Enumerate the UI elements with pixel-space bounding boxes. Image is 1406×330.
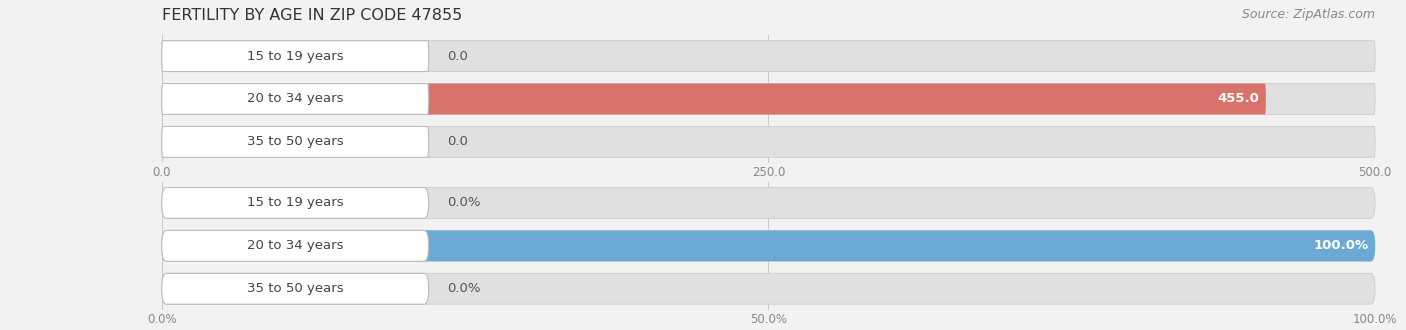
Text: 0.0%: 0.0% [447,196,481,210]
Text: 0.0: 0.0 [447,50,468,63]
Text: 35 to 50 years: 35 to 50 years [247,135,343,148]
FancyBboxPatch shape [162,126,429,157]
Text: 15 to 19 years: 15 to 19 years [247,196,343,210]
FancyBboxPatch shape [162,230,1375,261]
Text: 0.0%: 0.0% [447,282,481,295]
FancyBboxPatch shape [162,41,1375,72]
FancyBboxPatch shape [162,83,429,115]
FancyBboxPatch shape [162,187,429,218]
Text: 20 to 34 years: 20 to 34 years [247,239,343,252]
Text: 0.0: 0.0 [447,135,468,148]
Text: 100.0%: 100.0% [1313,239,1369,252]
FancyBboxPatch shape [162,230,1375,261]
Text: 35 to 50 years: 35 to 50 years [247,282,343,295]
FancyBboxPatch shape [162,126,1375,157]
FancyBboxPatch shape [162,187,1375,218]
FancyBboxPatch shape [162,230,429,261]
FancyBboxPatch shape [162,273,429,304]
Text: Source: ZipAtlas.com: Source: ZipAtlas.com [1241,8,1375,21]
Text: 15 to 19 years: 15 to 19 years [247,50,343,63]
FancyBboxPatch shape [162,273,1375,304]
Text: 455.0: 455.0 [1218,92,1260,106]
FancyBboxPatch shape [162,83,1375,115]
FancyBboxPatch shape [162,41,429,72]
Text: 20 to 34 years: 20 to 34 years [247,92,343,106]
FancyBboxPatch shape [162,83,1265,115]
Text: FERTILITY BY AGE IN ZIP CODE 47855: FERTILITY BY AGE IN ZIP CODE 47855 [162,8,463,23]
